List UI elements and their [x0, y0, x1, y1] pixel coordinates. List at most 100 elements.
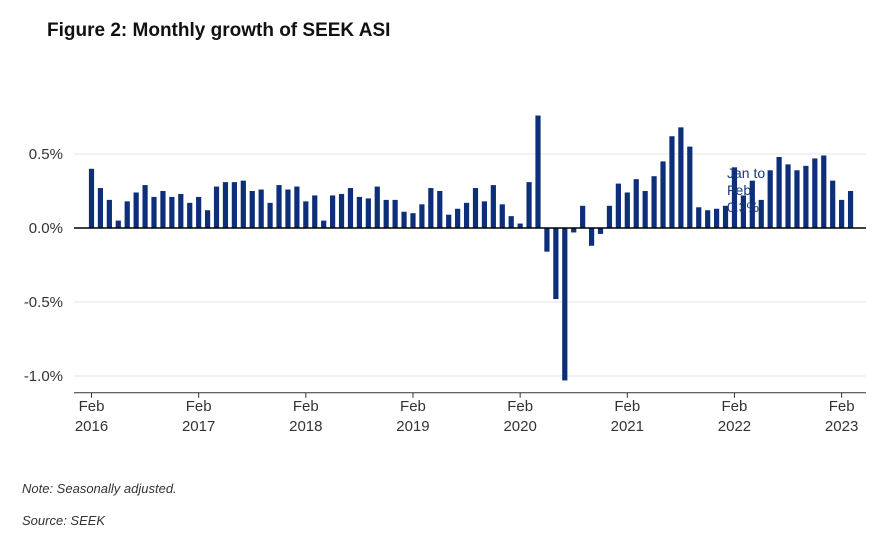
- y-tick-labels: 0.5% 0.0% -0.5% -1.0%: [24, 146, 63, 385]
- annotation-line: Feb: [727, 182, 751, 198]
- bar: [812, 158, 818, 228]
- bar: [231, 182, 237, 228]
- bar: [455, 208, 461, 228]
- bar: [338, 193, 345, 228]
- x-tick-labels: Feb 2016 Feb 2017 Feb 2018 Feb 2019 Feb 2020 Feb 20…: [75, 398, 858, 435]
- bar: [151, 196, 157, 228]
- bar: [419, 204, 425, 228]
- bar: [365, 198, 371, 228]
- bar: [722, 205, 729, 228]
- bar: [847, 191, 854, 228]
- bar: [446, 214, 452, 228]
- bar: [481, 201, 488, 228]
- y-tick-label: -1.0%: [24, 368, 63, 385]
- bar: [606, 205, 613, 228]
- bar: [651, 176, 657, 228]
- bar: [508, 216, 514, 228]
- bar: [312, 195, 318, 228]
- x-tick-year: 2023: [825, 418, 858, 435]
- bar: [499, 204, 505, 228]
- bar: [678, 127, 684, 228]
- bar: [276, 185, 282, 228]
- x-tick-year: 2021: [611, 418, 644, 435]
- x-tick-month: Feb: [829, 398, 855, 415]
- x-tick-year: 2016: [75, 418, 108, 435]
- bar: [615, 183, 621, 228]
- x-tick-year: 2018: [289, 418, 322, 435]
- bar: [321, 220, 327, 228]
- bar: [374, 186, 380, 228]
- bar: [294, 186, 300, 228]
- bar: [839, 199, 845, 228]
- axes: [74, 227, 866, 398]
- chart-title: Figure 2: Monthly growth of SEEK ASI: [47, 20, 391, 41]
- bar: [767, 170, 773, 228]
- bar: [714, 208, 720, 228]
- bar-chart: 0.5% 0.0% -0.5% -1.0% Feb 2016 Feb 2017 Feb 2018…: [24, 115, 866, 435]
- y-tick-label: 0.5%: [29, 146, 63, 163]
- bar: [267, 202, 273, 228]
- bar: [356, 196, 362, 228]
- note-text: Note: Seasonally adjusted.: [22, 481, 177, 496]
- bar: [544, 228, 550, 252]
- bar: [633, 179, 639, 228]
- bar: [785, 164, 791, 228]
- bar: [794, 170, 800, 228]
- x-tick-month: Feb: [400, 398, 426, 415]
- x-tick-year: 2019: [396, 418, 429, 435]
- x-tick-month: Feb: [722, 398, 748, 415]
- bar: [597, 228, 604, 234]
- bars: [88, 115, 854, 381]
- bar: [160, 191, 166, 228]
- annotation-line: 0.3%: [727, 199, 759, 215]
- bar: [562, 228, 568, 381]
- x-tick-month: Feb: [507, 398, 533, 415]
- bar: [526, 182, 532, 228]
- bar: [517, 223, 523, 228]
- bar: [169, 196, 175, 228]
- bar: [758, 199, 764, 228]
- bar: [472, 188, 479, 228]
- bar: [196, 196, 202, 228]
- bar: [624, 192, 630, 228]
- bar: [97, 188, 104, 228]
- x-tick-month: Feb: [79, 398, 105, 415]
- bar: [830, 180, 836, 228]
- bar: [660, 161, 666, 228]
- x-tick-month: Feb: [293, 398, 319, 415]
- bar: [249, 191, 255, 228]
- bar: [383, 199, 389, 228]
- bar: [187, 202, 193, 228]
- bar: [463, 202, 470, 228]
- bar: [222, 182, 229, 228]
- bar: [437, 191, 443, 228]
- bar: [571, 228, 577, 233]
- bar: [330, 195, 336, 228]
- bar: [821, 155, 827, 228]
- bar: [490, 185, 496, 228]
- bar: [776, 156, 782, 228]
- x-tick-year: 2017: [182, 418, 215, 435]
- bar: [106, 199, 112, 228]
- bar: [669, 136, 675, 228]
- y-tick-label: 0.0%: [29, 220, 63, 237]
- bar: [696, 207, 702, 228]
- bar: [115, 220, 121, 228]
- bar: [258, 189, 264, 228]
- bar: [580, 205, 586, 228]
- bar: [285, 189, 291, 228]
- bar: [347, 188, 354, 228]
- bar: [410, 213, 416, 228]
- bar: [642, 191, 648, 228]
- bar: [178, 193, 184, 228]
- bar: [535, 115, 541, 228]
- bar: [803, 165, 809, 228]
- bar: [142, 185, 148, 228]
- bar: [553, 228, 559, 300]
- bar: [213, 186, 220, 228]
- annotation-line: Jan to: [727, 165, 765, 181]
- bar: [749, 180, 755, 228]
- gridlines: [74, 153, 866, 377]
- bar: [731, 167, 738, 228]
